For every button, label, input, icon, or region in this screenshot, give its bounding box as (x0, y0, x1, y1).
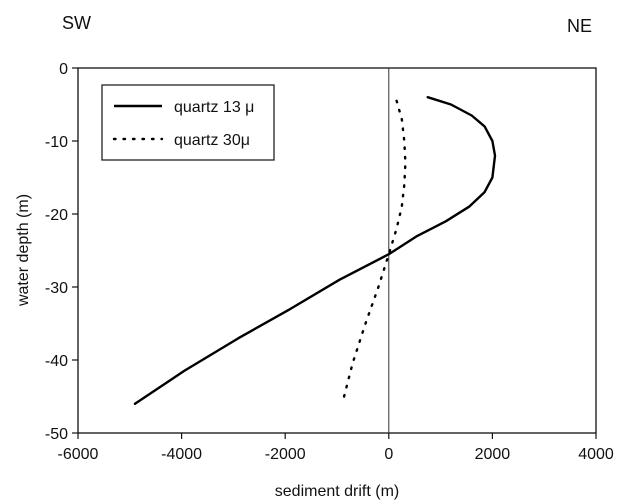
y-tick-label: -20 (45, 207, 68, 224)
corner-label-sw: SW (62, 13, 91, 33)
plot-frame (77, 67, 597, 434)
x-tick-label: 0 (384, 446, 393, 463)
y-tick-label: -10 (45, 134, 68, 151)
x-axis-ticks: -6000 -4000 -2000 0 2000 4000 (58, 433, 614, 463)
x-tick-label: -2000 (265, 446, 306, 463)
y-tick-label: 0 (59, 61, 68, 78)
x-tick-label: -6000 (58, 446, 99, 463)
x-tick-label: 2000 (475, 446, 511, 463)
x-tick-label: 4000 (578, 446, 614, 463)
x-tick-label: -4000 (161, 446, 202, 463)
y-axis-title: water depth (m) (15, 194, 32, 307)
y-axis-ticks: 0 -10 -20 -30 -40 -50 (45, 61, 78, 443)
y-tick-label: -40 (45, 353, 68, 370)
legend-label-quartz-30: quartz 30μ (174, 132, 250, 149)
series-line-quartz-13 (133, 95, 497, 405)
legend-label-quartz-13: quartz 13 μ (174, 99, 254, 116)
series-layer (133, 95, 497, 405)
y-tick-label: -30 (45, 280, 68, 297)
y-tick-label: -50 (45, 426, 68, 443)
corner-label-ne: NE (567, 16, 592, 36)
x-axis-title: sediment drift (m) (275, 483, 399, 500)
legend: quartz 13 μ quartz 30μ (101, 84, 275, 161)
legend-box (101, 84, 275, 161)
series-line-quartz-30 (341, 99, 407, 405)
